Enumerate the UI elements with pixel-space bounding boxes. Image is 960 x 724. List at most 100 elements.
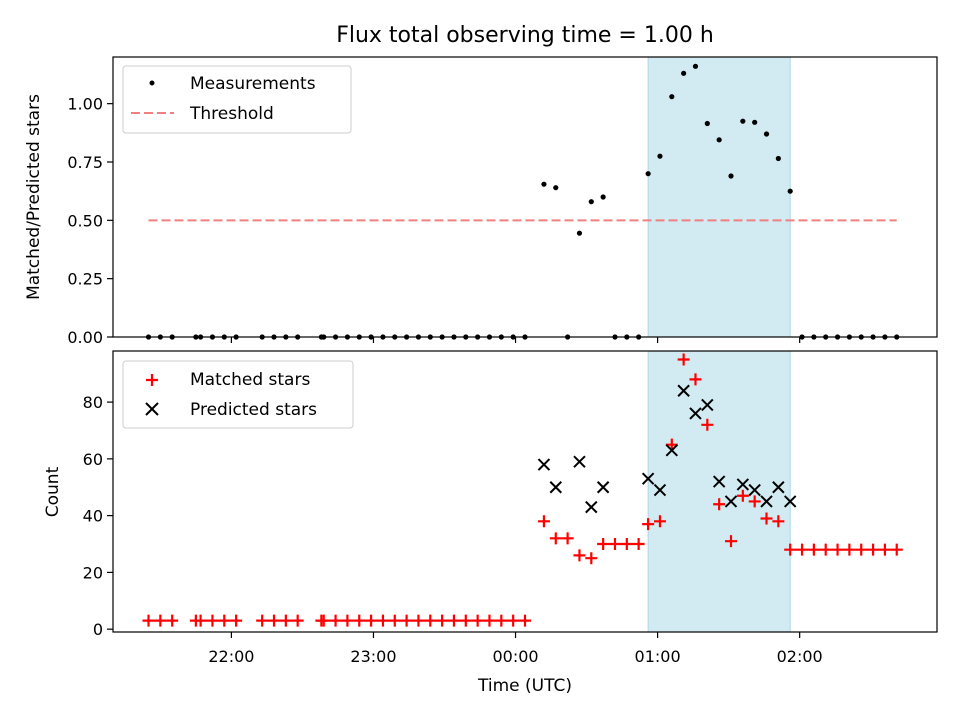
- matched-star-point: [665, 438, 678, 451]
- bottom-x-tick-label: 01:00: [635, 647, 681, 666]
- matched-star-point: [831, 543, 844, 556]
- bottom-x-tick-label: 02:00: [777, 647, 823, 666]
- matched-star-point: [713, 498, 726, 511]
- bottom-y-tick-label: 60: [83, 450, 103, 469]
- predicted-star-point: [537, 458, 551, 471]
- measurement-point: [728, 173, 734, 179]
- matched-star-point: [166, 614, 179, 627]
- matched-star-point: [376, 614, 389, 627]
- matched-star-point: [878, 543, 891, 556]
- matched-star-point: [154, 614, 167, 627]
- bottom-y-tick-label: 40: [83, 507, 103, 526]
- matched-star-point: [412, 614, 425, 627]
- matched-star-point: [796, 543, 809, 556]
- matched-star-point: [653, 515, 666, 528]
- bottom-axes-frame: [112, 350, 938, 633]
- matched-star-point: [608, 538, 621, 551]
- legend-label-matched: Matched stars: [190, 370, 310, 390]
- predicted-star-point: [549, 481, 562, 494]
- legend-label-measurements: Measurements: [190, 74, 316, 94]
- measurement-point: [657, 153, 663, 159]
- matched-star-point: [632, 538, 645, 551]
- measurement-point: [787, 188, 793, 194]
- measurement-point: [669, 94, 675, 100]
- top-y-axis-label: Matched/Predicted stars: [24, 94, 44, 300]
- bottom-x-tick-label: 22:00: [208, 647, 254, 666]
- bottom-y-tick-label: 20: [83, 563, 103, 582]
- measurement-point: [752, 119, 758, 125]
- matched-star-point: [736, 489, 749, 502]
- matched-star-point: [459, 614, 472, 627]
- matched-star-point: [388, 614, 401, 627]
- matched-star-point: [268, 614, 281, 627]
- matched-star-point: [471, 614, 484, 627]
- measurement-point: [576, 230, 583, 236]
- matched-star-point: [819, 543, 832, 556]
- top-y-tick-label: 0.25: [67, 270, 103, 289]
- predicted-star-point: [689, 407, 702, 420]
- legend-label-predicted: Predicted stars: [190, 400, 317, 420]
- matched-star-point: [424, 614, 437, 627]
- measurement-point: [704, 120, 710, 127]
- measurement-point: [553, 185, 559, 191]
- matched-star-point: [597, 538, 610, 551]
- matched-star-point: [620, 538, 633, 551]
- matched-star-point: [890, 543, 903, 556]
- matched-star-point: [807, 543, 820, 556]
- legend-label-threshold: Threshold: [189, 104, 274, 124]
- matched-star-point: [400, 614, 413, 627]
- top-axes: 0.00 0.25 0.50 0.75 1.00 Matched/Predicted s…: [24, 56, 938, 347]
- matched-star-point: [341, 614, 354, 627]
- predicted-star-point: [760, 495, 773, 508]
- measurement-point: [692, 63, 699, 69]
- matched-star-point: [772, 515, 785, 528]
- measurement-point: [740, 118, 746, 124]
- matched-star-point: [447, 614, 460, 627]
- predicted-star-point: [665, 444, 679, 457]
- observing-window-shade: [647, 350, 791, 633]
- bottom-y-tick-label: 80: [83, 393, 103, 412]
- matched-star-point: [194, 614, 207, 627]
- matched-star-point: [760, 512, 773, 525]
- measurement-point: [763, 131, 770, 137]
- matched-star-point: [230, 614, 243, 627]
- matched-star-point: [142, 614, 155, 627]
- measurement-point: [588, 199, 594, 205]
- predicted-star-point: [783, 495, 797, 508]
- matched-star-point: [748, 495, 761, 508]
- observing-window-shade: [647, 56, 791, 338]
- matched-star-point: [725, 535, 737, 548]
- matched-star-point: [483, 614, 496, 627]
- top-y-tick-label: 0.00: [67, 328, 103, 347]
- measurement-point: [681, 70, 687, 76]
- matched-star-point: [291, 614, 304, 627]
- bottom-y-tick-label: 0: [93, 620, 103, 639]
- matched-star-point: [353, 614, 366, 627]
- predicted-star-point: [641, 472, 655, 485]
- matched-star-point: [677, 353, 690, 366]
- matched-star-point: [855, 543, 868, 556]
- matched-star-point: [585, 552, 598, 565]
- matched-star-point: [329, 614, 342, 627]
- measurement-point: [775, 155, 781, 162]
- predicted-star-point: [573, 455, 586, 468]
- top-legend: Measurements Threshold: [122, 65, 352, 134]
- matched-star-point: [495, 614, 508, 627]
- predicted-star-point: [736, 478, 750, 491]
- predicted-star-point: [677, 384, 690, 397]
- legend-marker-measurements: [149, 80, 155, 86]
- matched-star-point: [256, 614, 269, 627]
- predicted-star-point: [748, 483, 761, 497]
- bottom-axes: 0 20 40 60 80 22:00 23:00 00:00 01:00 02:00 Count…: [43, 350, 938, 696]
- predicted-star-point: [724, 495, 738, 508]
- matched-star-point: [507, 614, 520, 627]
- matched-star-point: [561, 532, 574, 545]
- top-axes-frame: [112, 56, 938, 338]
- x-axis-label: Time (UTC): [477, 676, 572, 696]
- matched-star-point: [519, 614, 531, 627]
- legend-marker-predicted: [145, 402, 159, 416]
- measurement-point: [716, 137, 722, 143]
- matched-star-point: [867, 543, 880, 556]
